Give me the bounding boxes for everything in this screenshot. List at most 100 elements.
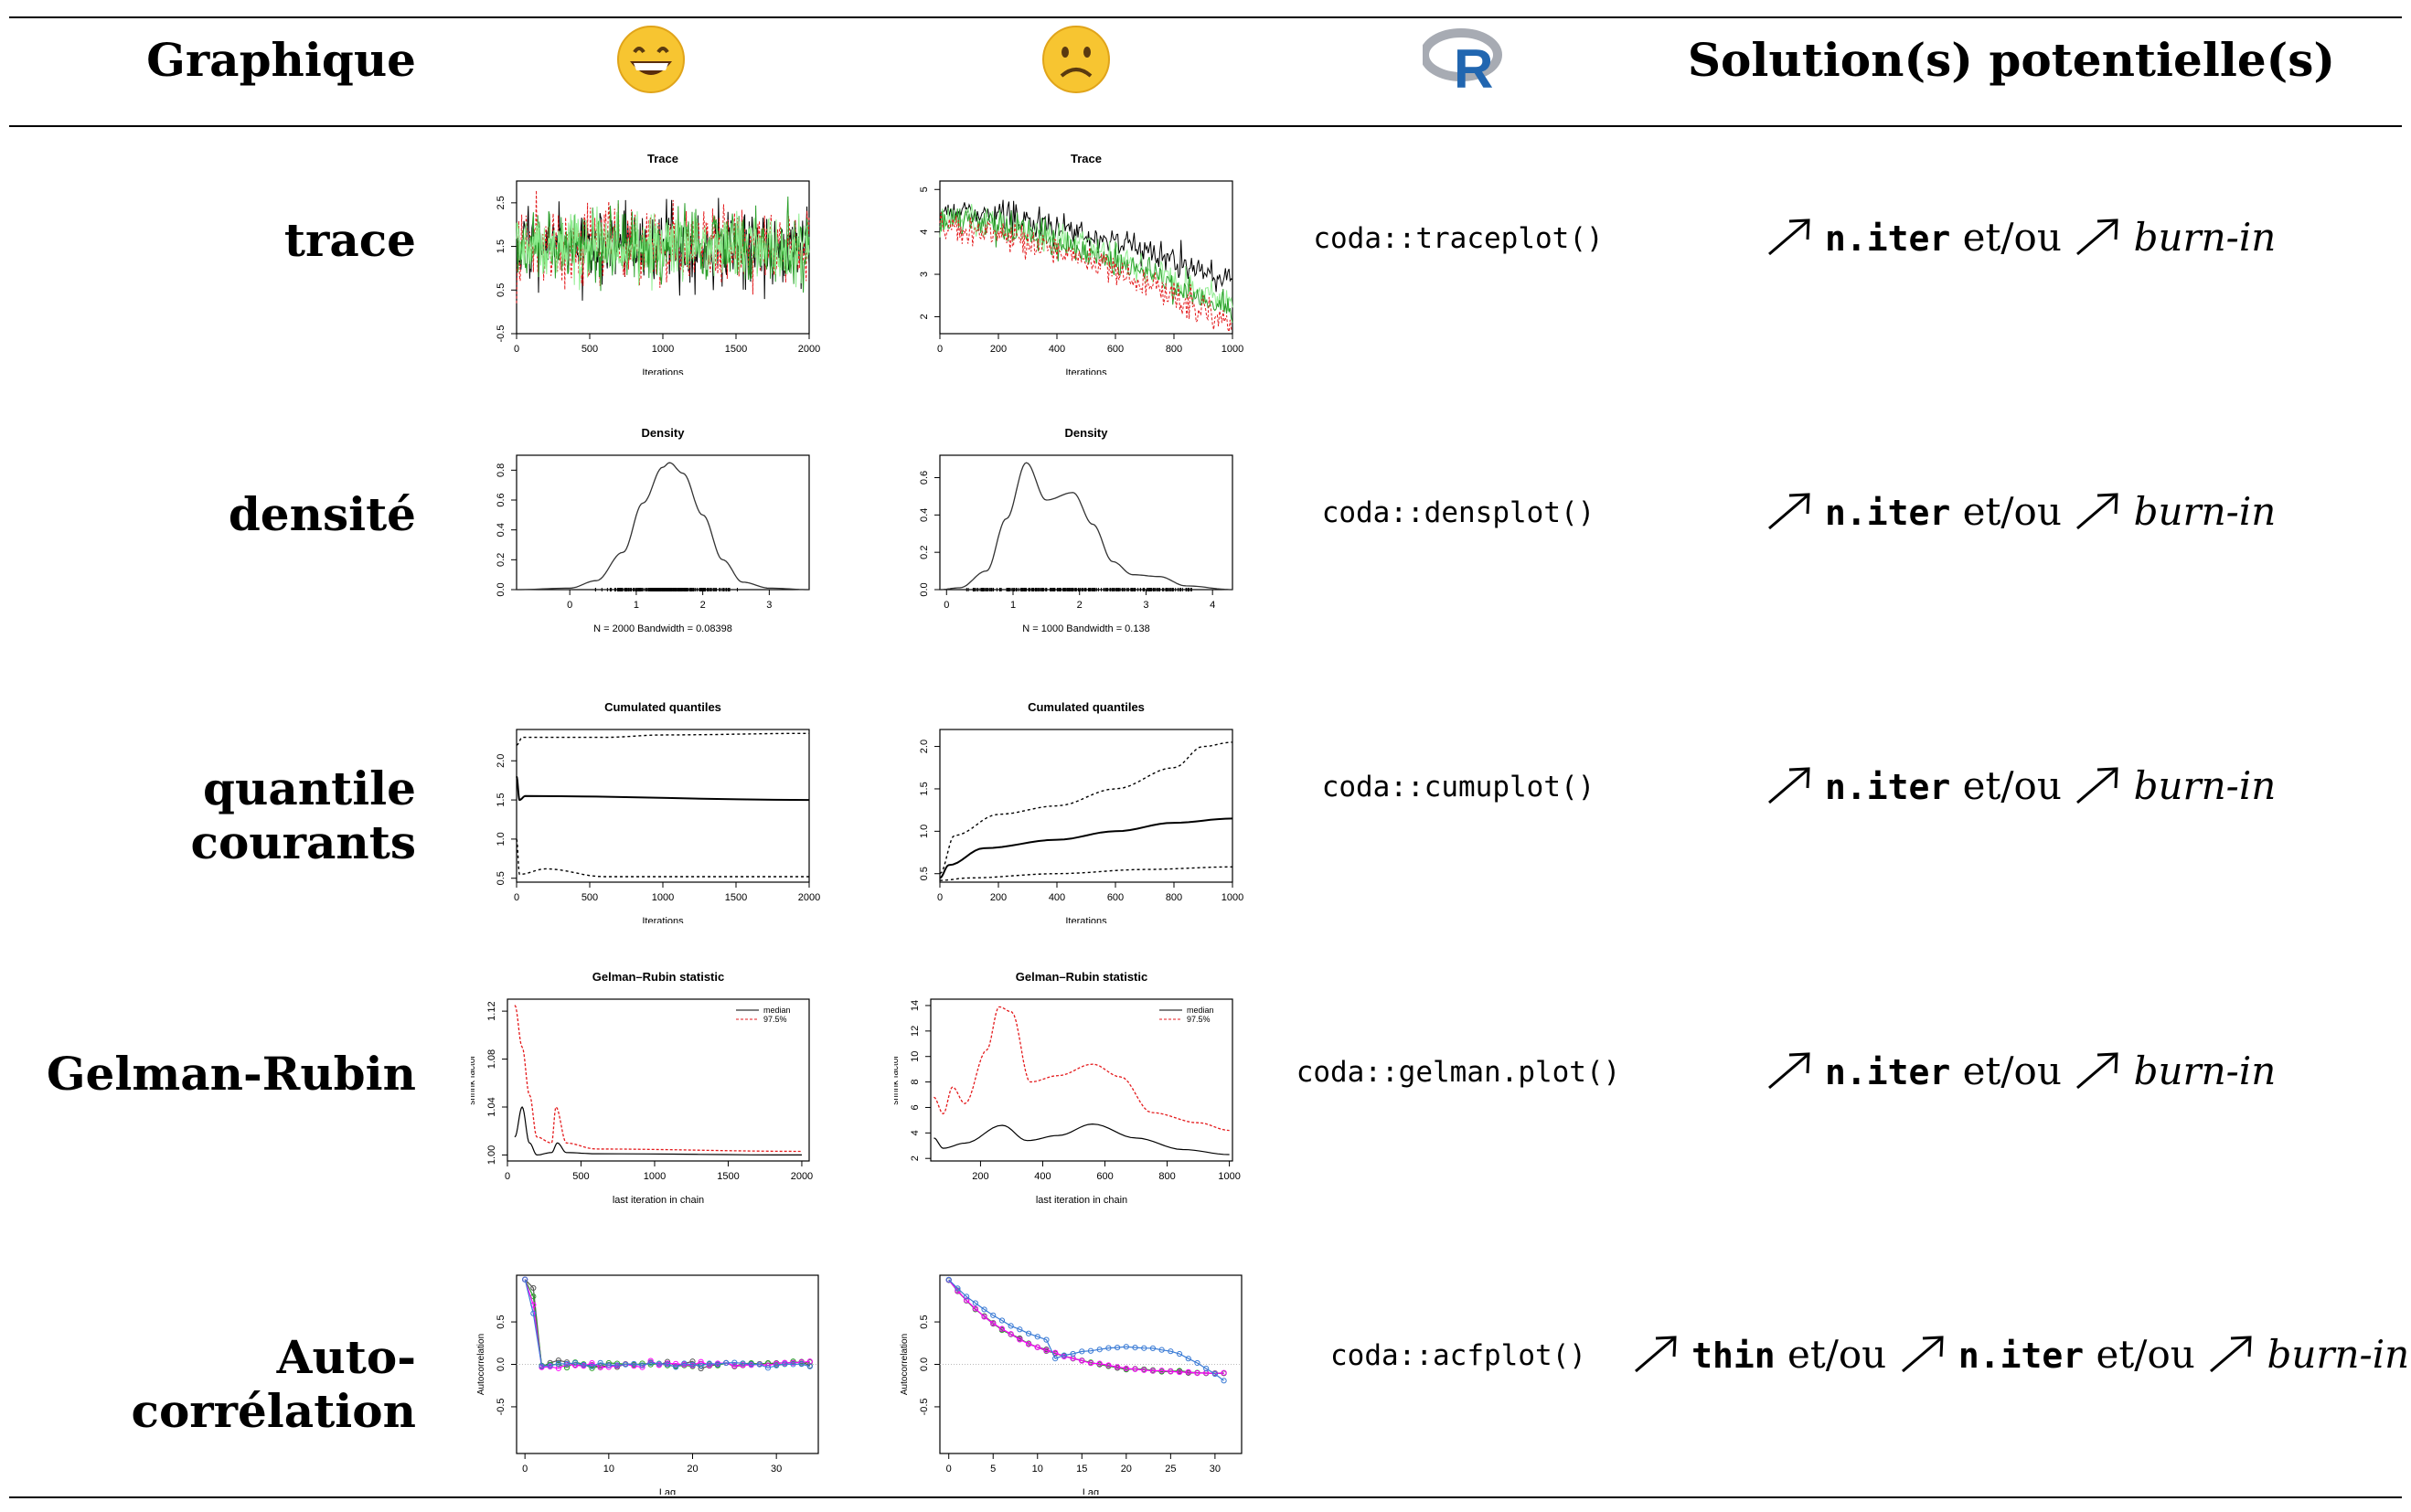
x-tick-label: 1500 bbox=[725, 344, 747, 355]
density-curve bbox=[940, 462, 1233, 591]
solution-code: n.iter bbox=[1825, 1052, 1951, 1092]
y-tick-label: 2 bbox=[910, 1155, 921, 1161]
median-line bbox=[939, 817, 1233, 879]
acf-point bbox=[555, 1358, 561, 1364]
acf-point bbox=[589, 1363, 595, 1369]
acf-point bbox=[673, 1364, 679, 1370]
acf-point bbox=[1141, 1345, 1147, 1351]
x-tick-label: 800 bbox=[1158, 1171, 1175, 1182]
plot-title: Trace bbox=[1071, 152, 1102, 165]
solution-code: thin bbox=[1691, 1336, 1776, 1376]
row-code: coda::densplot() bbox=[1321, 496, 1595, 529]
nearrow-icon bbox=[1767, 493, 1810, 530]
acf-point bbox=[581, 1361, 587, 1368]
x-tick-label: 1000 bbox=[652, 892, 674, 903]
acf-point bbox=[723, 1359, 730, 1367]
header-happy bbox=[614, 26, 688, 93]
x-axis-label: Lag bbox=[1083, 1487, 1099, 1495]
x-tick-label: 3 bbox=[1143, 600, 1148, 611]
y-tick-label: 0.4 bbox=[919, 508, 930, 522]
trace-series-line bbox=[516, 206, 810, 291]
acf-point bbox=[563, 1364, 571, 1371]
acf-point bbox=[790, 1361, 796, 1368]
x-tick-label: 0 bbox=[514, 344, 519, 355]
y-tick-label: 1.0 bbox=[919, 825, 930, 838]
acf-point bbox=[1132, 1345, 1138, 1351]
x-tick-label: 5 bbox=[990, 1464, 996, 1475]
acf-point bbox=[1087, 1360, 1094, 1367]
acf-point bbox=[706, 1360, 712, 1367]
dens-good-plot: Density 0 1 2 3 0.0 0.2 0.4 0.6 0.8 N = 2000 Bandw… bbox=[496, 426, 810, 634]
solution-text: et/ou bbox=[1950, 489, 2075, 534]
plot-title: Density bbox=[1065, 426, 1109, 440]
acf-point bbox=[1017, 1336, 1023, 1343]
header-solutions-text: Solution(s) potentielle(s) bbox=[1687, 32, 2336, 87]
y-axis-label: Autocorrelation bbox=[900, 1334, 910, 1395]
y-tick-label: 10 bbox=[910, 1051, 921, 1062]
solution-code: n.iter bbox=[1825, 767, 1951, 807]
y-tick-label: 0.2 bbox=[496, 553, 507, 567]
y-tick-label: 12 bbox=[910, 1026, 921, 1037]
x-tick-label: 800 bbox=[1166, 344, 1182, 355]
y-tick-label: 0.5 bbox=[919, 867, 930, 880]
acf-point bbox=[1176, 1368, 1183, 1376]
acf-series-line bbox=[524, 1279, 811, 1369]
y-tick-label: 1.5 bbox=[919, 782, 930, 795]
nearrow-icon bbox=[2076, 218, 2118, 256]
acf-point bbox=[773, 1362, 780, 1368]
acf-series-line bbox=[948, 1279, 1224, 1375]
acf-point bbox=[714, 1361, 721, 1368]
x-axis-label: last iteration in chain bbox=[613, 1195, 704, 1206]
header-graphique: Graphique bbox=[0, 27, 416, 91]
x-tick-label: 500 bbox=[581, 892, 598, 903]
row-solution: n.iter et/ou burn-in bbox=[1627, 1049, 2411, 1093]
x-tick-label: 0 bbox=[505, 1171, 510, 1182]
acf-point bbox=[981, 1314, 987, 1320]
acf-point bbox=[597, 1359, 603, 1366]
x-tick-label: 3 bbox=[766, 600, 772, 611]
nearrow-icon bbox=[1767, 767, 1810, 804]
acf-point bbox=[1105, 1345, 1112, 1351]
row-label: Gelman-Rubin bbox=[46, 1047, 416, 1101]
x-axis-label: Iterations bbox=[1065, 916, 1107, 923]
y-tick-label: 3 bbox=[919, 272, 930, 277]
x-tick-label: 30 bbox=[1210, 1464, 1221, 1475]
x-tick-label: 20 bbox=[687, 1464, 698, 1475]
x-tick-label: 4 bbox=[1210, 600, 1215, 611]
y-tick-label: 14 bbox=[910, 1000, 921, 1011]
acf-point bbox=[806, 1363, 813, 1369]
acf-point bbox=[1194, 1370, 1200, 1377]
acf-point bbox=[1017, 1326, 1023, 1333]
acf-point bbox=[998, 1326, 1006, 1332]
acf-point bbox=[1141, 1367, 1147, 1373]
acf-series-line bbox=[948, 1279, 1224, 1381]
y-tick-label: 4 bbox=[919, 229, 930, 235]
acf-point bbox=[647, 1359, 654, 1367]
x-tick-label: 10 bbox=[603, 1464, 614, 1475]
x-axis-label: Iterations bbox=[1065, 367, 1107, 375]
solution-text: et/ou bbox=[1950, 1049, 2075, 1093]
x-tick-label: 10 bbox=[1032, 1464, 1043, 1475]
acf-point bbox=[972, 1305, 978, 1312]
y-tick-label: -0.5 bbox=[496, 1398, 507, 1415]
solution-text: et/ou bbox=[2084, 1332, 2208, 1377]
acf-point bbox=[1025, 1341, 1032, 1347]
acf-series-line bbox=[948, 1280, 1224, 1374]
y-tick-label: 1.08 bbox=[486, 1049, 497, 1069]
y-tick-label: 0.0 bbox=[496, 582, 507, 596]
dens-bad-plot: Density 0 1 2 3 4 0.0 0.2 0.4 0.6 N = 1000 Bandwid… bbox=[919, 426, 1233, 634]
x-tick-label: 400 bbox=[1034, 1171, 1051, 1182]
density-curve bbox=[517, 462, 809, 591]
acf-point bbox=[972, 1300, 978, 1306]
lower-quantile-line bbox=[516, 838, 809, 878]
nearrow-icon bbox=[2210, 1336, 2252, 1373]
acf-point bbox=[756, 1361, 763, 1368]
acf-point bbox=[1185, 1356, 1191, 1362]
acf-bad-plot: 0 5 10 15 20 25 30 -0.5 0.0 0.5 Lag Autocorrelation bbox=[900, 1274, 1243, 1495]
solution-text: et/ou bbox=[1950, 763, 2075, 808]
x-tick-label: 0 bbox=[522, 1464, 528, 1475]
x-tick-label: 0 bbox=[937, 344, 943, 355]
acf-point bbox=[1123, 1344, 1129, 1350]
nearrow-icon bbox=[1634, 1336, 1677, 1373]
y-tick-label: 1.5 bbox=[496, 240, 507, 253]
